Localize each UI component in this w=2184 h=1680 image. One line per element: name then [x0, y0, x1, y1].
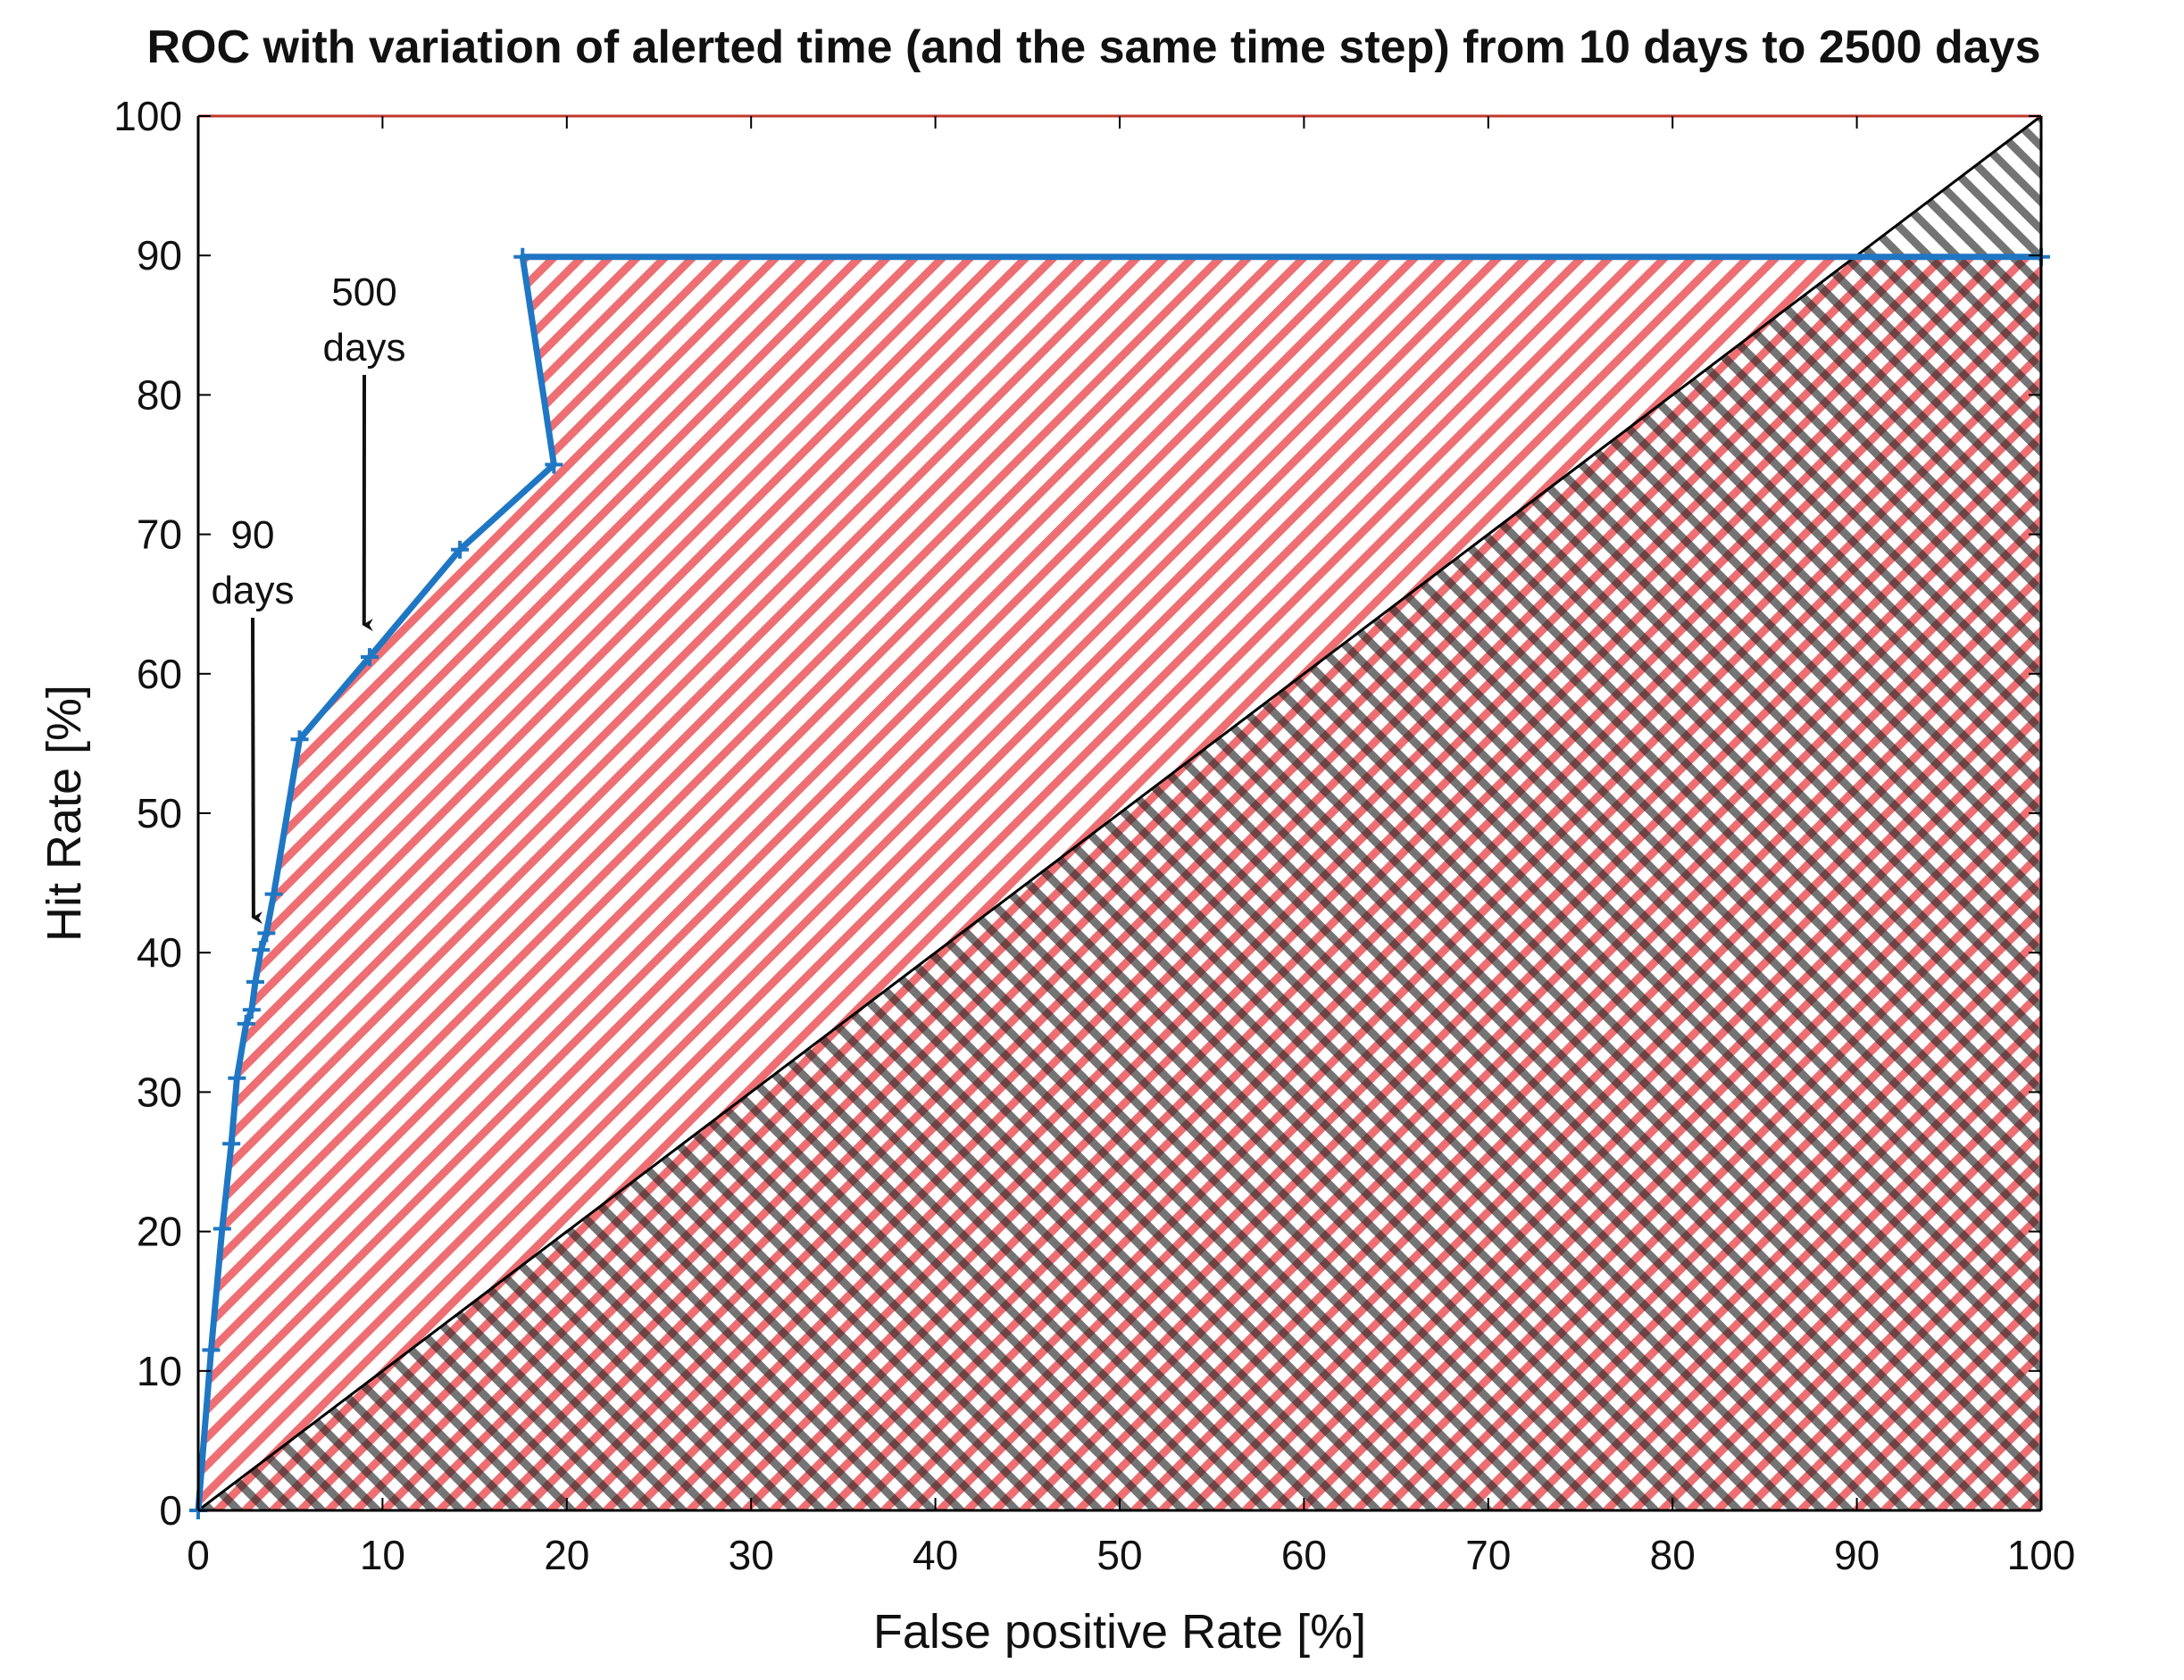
y-tick-label: 90	[137, 232, 182, 279]
roc-point	[213, 1219, 231, 1238]
x-tick-label: 90	[1834, 1532, 1880, 1578]
annotation-90-days: 90 days	[212, 513, 295, 925]
x-tick-label: 10	[360, 1532, 405, 1578]
y-tick-label: 50	[137, 790, 182, 836]
roc-point	[202, 1341, 221, 1360]
roc-point	[451, 540, 470, 559]
x-tick-label: 100	[2007, 1532, 2076, 1578]
y-tick-label: 80	[137, 371, 182, 418]
y-tick-label: 20	[137, 1209, 182, 1255]
roc-point	[545, 455, 563, 474]
x-tick-label: 0	[187, 1532, 210, 1578]
y-tick-label: 40	[137, 929, 182, 976]
annotation-90-days-value: 90	[231, 513, 275, 557]
roc-point	[290, 730, 309, 749]
roc-point	[246, 973, 264, 992]
x-tick-label: 20	[544, 1532, 589, 1578]
x-tick-label: 30	[729, 1532, 774, 1578]
x-tick-label: 50	[1096, 1532, 1142, 1578]
x-tick-label: 80	[1650, 1532, 1696, 1578]
x-axis-label: False positive Rate [%]	[873, 1605, 1366, 1659]
y-tick-label: 60	[137, 651, 182, 697]
roc-point	[360, 648, 379, 667]
y-tick-label: 70	[137, 511, 182, 558]
y-tick-label: 30	[137, 1069, 182, 1115]
x-axis-ticks: 0 10 20 30 40 50 60 70 80 90 100	[187, 116, 2075, 1578]
x-tick-label: 60	[1281, 1532, 1327, 1578]
roc-point	[242, 1001, 261, 1019]
roc-point	[222, 1135, 241, 1153]
roc-markers	[189, 247, 2050, 1519]
y-tick-label: 10	[137, 1348, 182, 1394]
annotation-90-days-unit: days	[212, 569, 295, 612]
y-tick-label: 100	[113, 93, 182, 139]
annotation-500-days: 500 days	[323, 270, 406, 632]
x-tick-label: 40	[913, 1532, 958, 1578]
y-tick-label: 0	[159, 1487, 182, 1534]
annotation-500-days-value: 500	[331, 270, 396, 314]
roc-point	[228, 1069, 246, 1087]
plot-area	[189, 114, 2050, 1519]
x-tick-label: 70	[1465, 1532, 1511, 1578]
roc-point	[264, 885, 283, 903]
random-classifier-line	[197, 114, 2042, 1512]
roc-point	[252, 941, 271, 960]
annotation-90-days-arrow	[251, 617, 263, 925]
roc-point	[237, 1014, 255, 1033]
roc-point	[257, 924, 276, 943]
chart-title: ROC with variation of alerted time (and …	[146, 21, 2040, 73]
y-axis-label: Hit Rate [%]	[38, 685, 91, 942]
annotation-500-days-unit: days	[323, 326, 406, 370]
roc-point	[513, 247, 532, 266]
y-axis-ticks: 0 10 20 30 40 50 60 70 80 90 100	[113, 93, 2041, 1534]
